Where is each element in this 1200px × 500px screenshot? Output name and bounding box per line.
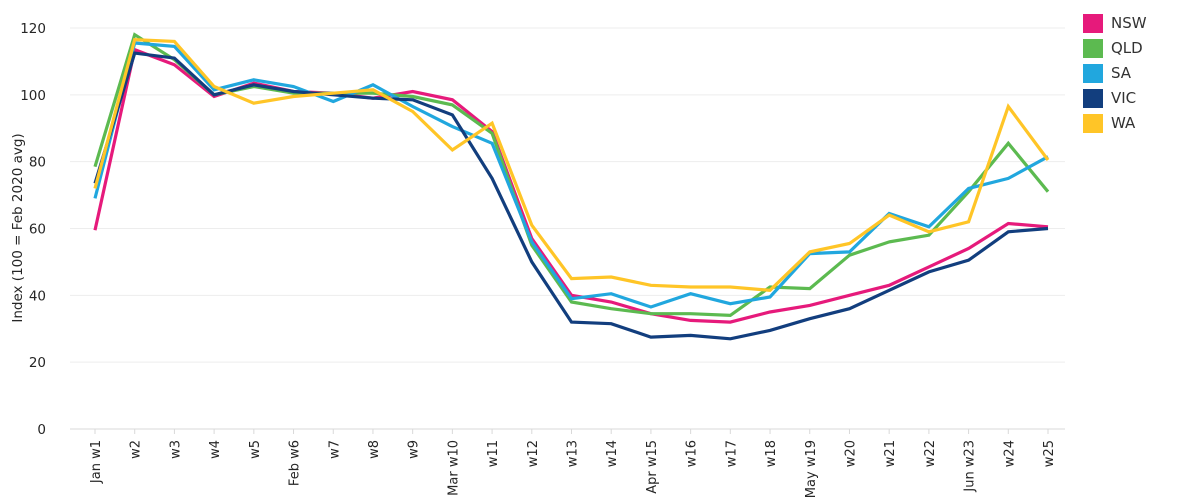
x-tick-label-20: w21 [883, 440, 898, 467]
x-tick-label-24: w25 [1042, 440, 1057, 467]
series-line-sa [93, 41, 1049, 309]
x-tick-label-5: Feb w6 [288, 440, 303, 486]
legend-label-sa: SA [1111, 64, 1132, 82]
x-tick-label-14: Apr w15 [645, 440, 660, 494]
legend-label-wa: WA [1111, 114, 1136, 132]
series-line-nsw [93, 47, 1049, 324]
x-tick-label-15: w16 [685, 440, 700, 467]
series-line-qld [93, 32, 1050, 318]
x-tick-label-19: w20 [843, 440, 858, 467]
x-tick-label-23: w24 [1002, 440, 1017, 467]
x-tick-label-0: Jan w1 [89, 440, 104, 484]
legend-item-qld[interactable]: QLD [1083, 39, 1147, 58]
x-tick-label-1: w2 [129, 440, 144, 459]
x-tick-label-22: Jun w23 [963, 440, 978, 493]
legend-item-sa[interactable]: SA [1083, 64, 1147, 83]
legend-label-vic: VIC [1111, 89, 1137, 107]
y-axis-label: Index (100 = Feb 2020 avg) [10, 133, 26, 322]
x-tick-label-3: w4 [208, 440, 223, 459]
legend-swatch-nsw [1083, 14, 1103, 33]
x-tick-label-4: w5 [248, 440, 263, 459]
y-tick-label-120: 120 [20, 21, 46, 37]
y-tick-label-100: 100 [20, 88, 46, 104]
x-tick-label-2: w3 [168, 440, 183, 459]
legend-item-vic[interactable]: VIC [1083, 89, 1147, 108]
legend-swatch-wa [1083, 114, 1103, 133]
x-tick-label-8: w9 [407, 440, 422, 459]
legend-label-qld: QLD [1111, 39, 1143, 57]
series-line-wa [93, 38, 1050, 292]
legend-label-nsw: NSW [1111, 14, 1147, 32]
x-tick-label-10: w11 [486, 440, 501, 467]
x-tick-label-18: May w19 [804, 440, 819, 498]
x-tick-label-6: w7 [327, 440, 342, 459]
chart-legend: NSW QLD SA VIC WA [1083, 14, 1147, 133]
legend-item-nsw[interactable]: NSW [1083, 14, 1147, 33]
x-tick-label-21: w22 [923, 440, 938, 467]
y-tick-label-0: 0 [37, 422, 46, 438]
legend-item-wa[interactable]: WA [1083, 114, 1147, 133]
series-line-vic [93, 51, 1049, 341]
x-tick-label-9: Mar w10 [446, 440, 461, 496]
x-tick-label-7: w8 [367, 440, 382, 459]
x-tick-label-11: w12 [526, 440, 541, 467]
x-tick-label-12: w13 [566, 440, 581, 467]
y-tick-label-20: 20 [29, 355, 46, 371]
y-tick-label-60: 60 [29, 222, 46, 238]
x-tick-label-16: w17 [724, 440, 739, 467]
x-tick-label-13: w14 [605, 440, 620, 467]
y-tick-label-80: 80 [29, 155, 46, 171]
legend-swatch-sa [1083, 64, 1103, 83]
y-tick-label-40: 40 [29, 288, 46, 304]
legend-swatch-qld [1083, 39, 1103, 58]
x-tick-label-17: w18 [764, 440, 779, 467]
legend-swatch-vic [1083, 89, 1103, 108]
